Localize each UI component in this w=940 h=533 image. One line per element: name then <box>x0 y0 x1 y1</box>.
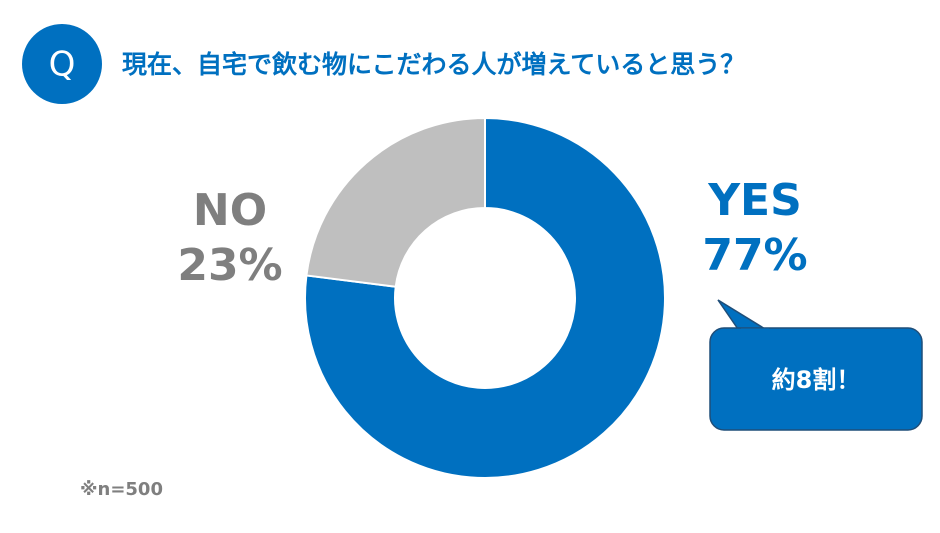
callout-tail <box>717 299 773 333</box>
callout-box <box>709 327 923 431</box>
note: ※n=500 <box>80 479 163 500</box>
category-label: YES <box>707 175 802 226</box>
category-label: NO <box>193 185 267 236</box>
value-label: 77% <box>702 230 807 281</box>
donut-segment <box>304 116 666 479</box>
badge-circle <box>22 24 102 104</box>
callout-text: 約8割！ <box>772 366 861 394</box>
chart-title: 現在、自宅で飲む物にこだわる人が増えていると思う？ <box>122 50 745 79</box>
value-label: 23% <box>177 240 282 291</box>
donut-segment <box>305 116 486 288</box>
badge-text: Q <box>49 45 76 85</box>
